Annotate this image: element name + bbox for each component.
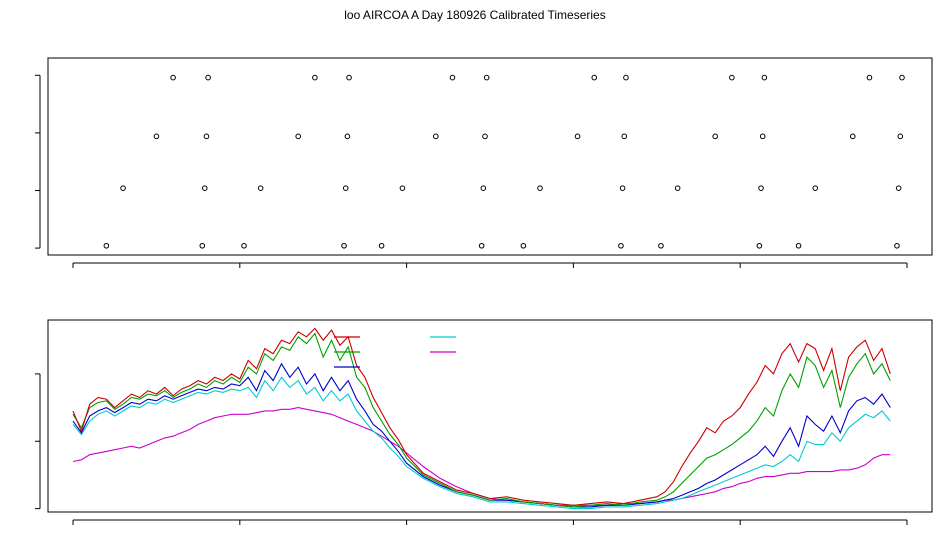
data-point bbox=[346, 74, 352, 81]
data-point bbox=[894, 242, 900, 249]
data-point bbox=[312, 74, 318, 81]
data-point bbox=[812, 185, 819, 191]
data-point bbox=[756, 242, 763, 249]
data-point bbox=[257, 185, 264, 191]
data-point bbox=[758, 185, 764, 191]
data-point bbox=[153, 133, 160, 140]
data-point bbox=[619, 185, 626, 191]
data-point bbox=[674, 185, 681, 191]
data-point bbox=[618, 242, 624, 249]
data-point bbox=[295, 133, 301, 140]
data-point bbox=[712, 133, 718, 140]
series-line-0-4-m bbox=[72, 327, 891, 506]
plot-frame bbox=[47, 319, 933, 513]
data-point bbox=[520, 242, 527, 249]
data-point bbox=[199, 242, 206, 249]
data-point bbox=[483, 74, 490, 81]
data-point bbox=[205, 74, 211, 81]
data-point bbox=[399, 185, 406, 191]
data-point bbox=[899, 74, 905, 81]
data-point bbox=[378, 242, 385, 249]
series-line-7-5-m bbox=[72, 376, 891, 510]
data-point bbox=[574, 133, 581, 140]
data-point bbox=[482, 133, 488, 140]
data-point bbox=[241, 242, 247, 249]
data-point bbox=[120, 185, 126, 191]
data-point bbox=[897, 133, 904, 140]
data-point bbox=[342, 185, 349, 191]
data-point bbox=[591, 74, 598, 81]
data-point bbox=[341, 242, 347, 249]
data-point bbox=[759, 133, 766, 140]
data-point bbox=[203, 133, 210, 140]
series-line-24-4-m bbox=[72, 407, 891, 506]
data-point bbox=[658, 242, 664, 249]
data-point bbox=[895, 185, 902, 191]
data-point bbox=[344, 133, 351, 140]
series-line-2-5-m bbox=[72, 332, 891, 508]
data-point bbox=[623, 74, 629, 81]
data-point bbox=[866, 74, 873, 81]
data-point bbox=[795, 242, 802, 249]
data-point bbox=[201, 185, 208, 191]
data-point bbox=[537, 185, 543, 191]
data-point bbox=[480, 185, 487, 191]
data-point bbox=[449, 74, 456, 81]
top-panel bbox=[35, 57, 933, 268]
plot-frame bbox=[47, 57, 933, 256]
data-point bbox=[729, 74, 735, 81]
data-point bbox=[170, 74, 176, 81]
page-title: loo AIRCOA A Day 180926 Calibrated Times… bbox=[344, 8, 605, 22]
data-point bbox=[849, 133, 856, 140]
series-line-5-m bbox=[72, 362, 891, 508]
data-point bbox=[478, 242, 485, 249]
data-point bbox=[621, 133, 628, 140]
bottom-panel bbox=[35, 319, 933, 525]
data-point bbox=[761, 74, 768, 81]
data-point bbox=[103, 242, 110, 249]
data-point bbox=[432, 133, 439, 140]
